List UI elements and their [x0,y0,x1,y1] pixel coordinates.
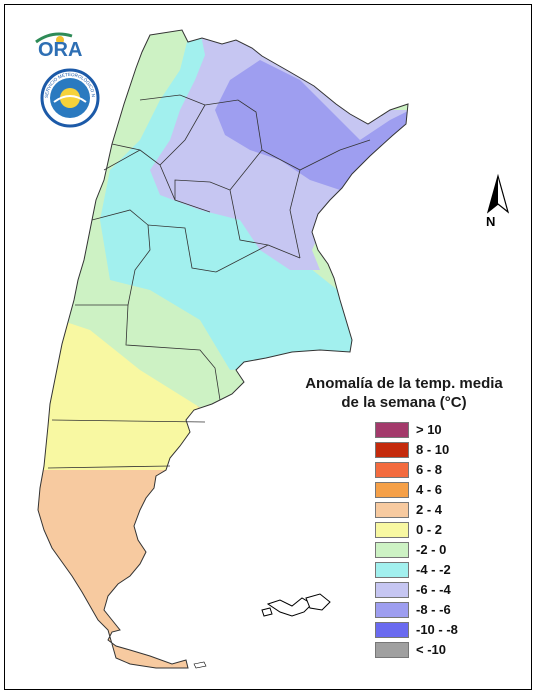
malvinas-islands [261,593,331,617]
legend-label: -10 - -8 [416,622,458,637]
north-arrow-icon [486,173,510,214]
legend-swatch [375,422,409,438]
legend-label: 6 - 8 [416,462,443,477]
smn-seal-logo: SERVICIO METEOROLÓGICO NACIONAL · ARGENT… [40,68,100,128]
ora-logo-text: ORA [38,39,82,60]
legend-item: 6 - 8 [375,460,515,480]
legend-item: > 10 [375,420,515,440]
legend-swatch [375,582,409,598]
legend-swatch [375,482,409,498]
legend-item: -2 - 0 [375,540,515,560]
legend-item: 8 - 10 [375,440,515,460]
legend-label: > 10 [416,422,442,437]
legend-swatch [375,462,409,478]
legend-title-line2: de la semana (°C) [341,394,467,411]
legend-item: 2 - 4 [375,500,515,520]
legend-label: 4 - 6 [416,482,443,497]
legend-swatch [375,622,409,638]
legend-label: -4 - -2 [416,562,451,577]
legend-label: -2 - 0 [416,542,447,557]
legend-swatch [375,542,409,558]
legend-item: 4 - 6 [375,480,515,500]
ora-logo: ORA [35,32,82,60]
map-frame [4,4,532,690]
legend-swatch [375,642,409,658]
legend-label: 2 - 4 [416,502,443,517]
province-borders [47,94,371,469]
legend-item: -10 - -8 [375,620,515,640]
legend-title-line1: Anomalía de la temp. media [305,375,503,392]
legend-item: -4 - -2 [375,560,515,580]
legend-item: -6 - -4 [375,580,515,600]
legend-swatch [375,502,409,518]
legend-item: 0 - 2 [375,520,515,540]
small-island [193,661,207,669]
legend-label: 0 - 2 [416,522,443,537]
legend-label: -6 - -4 [416,582,451,597]
legend-swatch [375,602,409,618]
legend-item: < -10 [375,640,515,660]
legend-item: -8 - -6 [375,600,515,620]
north-label: N [486,214,496,229]
legend: > 10 8 - 10 6 - 8 4 - 6 2 - 4 0 - 2 -2 - 0 -4 -… [375,420,515,660]
legend-label: 8 - 10 [416,442,450,457]
legend-title: Anomalía de la temp. media de la semana … [286,374,522,412]
legend-label: < -10 [416,642,446,657]
legend-swatch [375,522,409,538]
legend-label: -8 - -6 [416,602,451,617]
legend-swatch [375,562,409,578]
legend-swatch [375,442,409,458]
